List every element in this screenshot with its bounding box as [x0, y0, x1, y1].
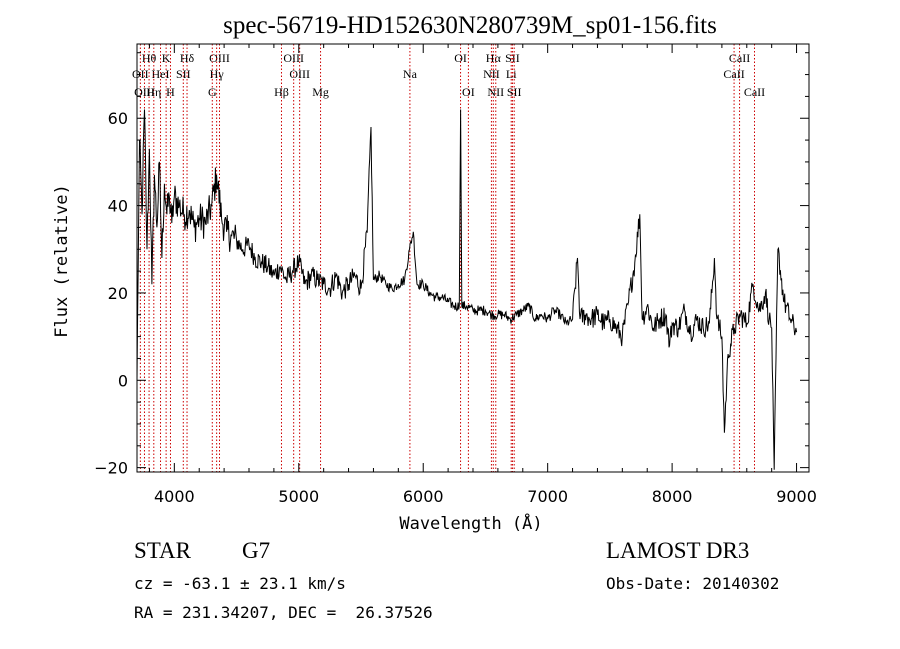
x-tick-label-5: 9000	[776, 487, 817, 506]
y-tick-label-2: 20	[108, 284, 128, 303]
line-marker-label-19: Hα	[486, 51, 502, 65]
obs-date-text: Obs-Date: 20140302	[606, 574, 780, 593]
y-tick-label-0: −20	[94, 459, 128, 478]
flux-series-line	[136, 109, 798, 470]
x-tick-label-2: 6000	[403, 487, 444, 506]
line-marker-label-17: OI	[454, 51, 467, 65]
x-tick-label-0: 4000	[154, 487, 195, 506]
line-marker-label-6: H	[166, 85, 175, 99]
line-marker-label-18: OI	[462, 85, 475, 99]
line-marker-label-27: CaII	[744, 85, 765, 99]
line-marker-label-26: CaII	[723, 67, 744, 81]
x-tick-label-1: 5000	[278, 487, 319, 506]
chart-title: spec-56719-HD152630N280739M_sp01-156.fit…	[223, 12, 717, 39]
object-class: STAR	[134, 538, 191, 563]
object-subclass: G7	[242, 538, 271, 563]
line-marker-label-9: OIII	[209, 51, 230, 65]
line-marker-label-24: SII	[507, 85, 522, 99]
x-tick-label-3: 7000	[527, 487, 568, 506]
line-marker-label-13: OIII	[289, 67, 310, 81]
plot-frame	[136, 43, 810, 473]
line-marker-label-21: NII	[487, 85, 504, 99]
line-marker-label-15: Mg	[312, 85, 329, 99]
survey-name: LAMOST DR3	[606, 538, 750, 563]
y-axis-label: Flux (relative)	[52, 184, 72, 338]
line-marker-label-25: CaII	[729, 51, 750, 65]
line-marker-label-3: HeI	[152, 67, 170, 81]
line-marker-label-12: OIII	[283, 51, 304, 65]
line-marker-label-2: OIII	[134, 85, 155, 99]
line-marker-label-10: Hγ	[210, 67, 225, 81]
line-marker-label-22: SII	[505, 51, 520, 65]
coordinates-text: RA = 231.34207, DEC = 26.37526	[134, 603, 433, 622]
line-marker-label-14: Hβ	[274, 85, 289, 99]
line-marker-label-11: G	[208, 85, 217, 99]
line-marker-label-23: Li	[506, 67, 517, 81]
y-tick-label-4: 60	[108, 109, 128, 128]
line-marker-label-8: Hδ	[180, 51, 195, 65]
x-axis-label: Wavelength (Å)	[399, 512, 542, 534]
axis-ticks: 4000 5000 6000 7000 8000 9000 −20 0 20 40 60	[94, 44, 817, 506]
y-tick-label-3: 40	[108, 197, 128, 216]
line-marker-label-5: K	[162, 51, 171, 65]
redshift-text: cz = -63.1 ± 23.1 km/s	[134, 574, 346, 593]
line-marker-label-20: NII	[483, 67, 500, 81]
line-marker-label-1: OII	[132, 67, 149, 81]
x-tick-label-4: 8000	[652, 487, 693, 506]
line-marker-label-0: Hθ	[142, 51, 157, 65]
line-marker-label-7: SII	[176, 67, 191, 81]
line-marker-label-4: Hη	[146, 85, 161, 99]
line-marker-label-16: Na	[403, 67, 418, 81]
y-tick-label-1: 0	[118, 371, 128, 390]
